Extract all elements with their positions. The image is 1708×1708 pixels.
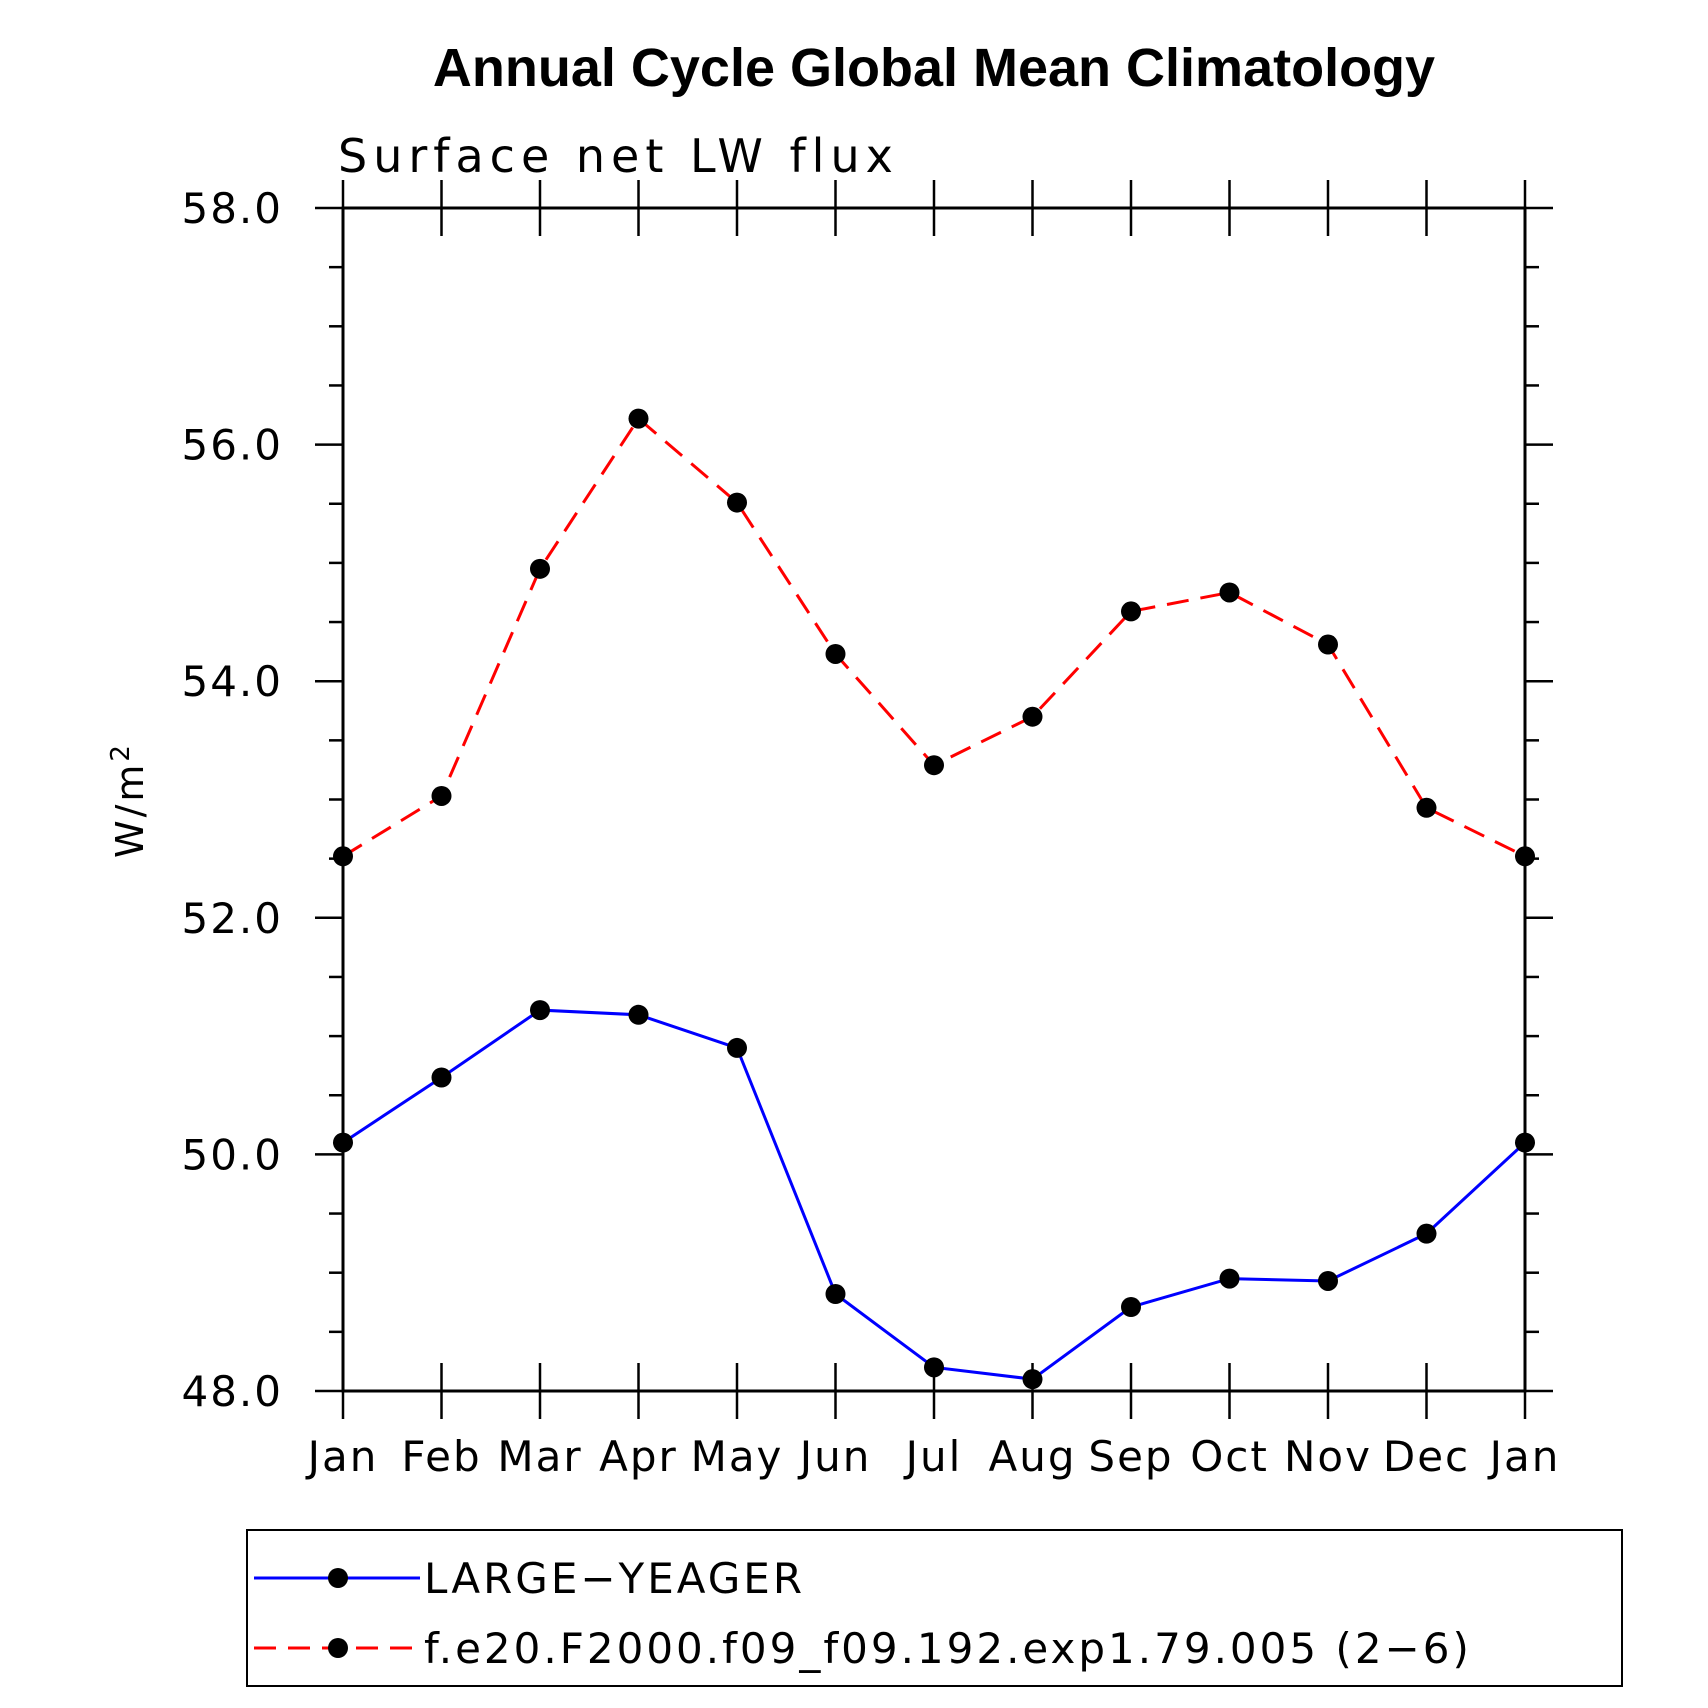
y-tick-label: 50.0	[181, 1130, 283, 1179]
x-tick-label: Jun	[797, 1432, 872, 1481]
legend-marker-1	[328, 1638, 348, 1658]
data-point	[924, 1357, 944, 1378]
data-point	[1416, 1223, 1437, 1244]
legend-marker-0	[328, 1568, 348, 1588]
chart-subtitle: Surface net LW flux	[338, 129, 899, 183]
x-tick-label: Oct	[1190, 1432, 1269, 1481]
y-tick-label: 54.0	[181, 657, 283, 706]
data-point	[1515, 1132, 1535, 1153]
y-tick-label: 48.0	[181, 1367, 283, 1416]
data-point	[1318, 634, 1338, 655]
data-point	[1121, 1297, 1141, 1318]
data-point	[924, 755, 944, 776]
data-point	[1416, 797, 1437, 818]
x-tick-label: Jan	[1487, 1432, 1561, 1481]
data-point	[825, 1283, 846, 1304]
x-tick-label: Nov	[1284, 1432, 1372, 1481]
series-line	[342, 416, 1526, 858]
legend-label-0: LARGE−YEAGER	[424, 1554, 805, 1603]
data-point	[1318, 1270, 1338, 1291]
series-0	[333, 1000, 1535, 1390]
x-tick-label: Feb	[401, 1432, 481, 1481]
x-tick-label: Mar	[497, 1432, 582, 1481]
data-point	[1022, 706, 1043, 727]
x-tick-label: Apr	[599, 1432, 678, 1481]
data-point	[333, 1132, 353, 1153]
data-point	[530, 1000, 550, 1021]
series-layer	[333, 408, 1535, 1390]
axes: 48.0 50.0 52.0 54.0 56.0 58.0 Jan Feb Mar Apr May J…	[181, 180, 1561, 1481]
x-tick-label: Aug	[988, 1432, 1076, 1481]
data-point	[530, 558, 550, 579]
data-point	[1121, 601, 1141, 622]
x-tick-label: Dec	[1383, 1432, 1470, 1481]
x-tick-label: May	[691, 1432, 784, 1481]
y-axis-label-text: W/m	[108, 762, 152, 858]
data-point	[825, 643, 846, 664]
data-point	[431, 785, 452, 806]
data-point	[333, 846, 353, 867]
data-point	[1515, 846, 1535, 867]
legend: LARGE−YEAGER f.e20.F2000.f09_f09.192.exp1…	[246, 1529, 1623, 1687]
x-tick-label: Sep	[1088, 1432, 1173, 1481]
series-1	[333, 408, 1535, 867]
data-point	[727, 1037, 747, 1058]
data-point	[727, 492, 747, 513]
x-tick-label: Jan	[305, 1432, 379, 1481]
y-axis-label-superscript: 2	[106, 742, 136, 762]
plot-frame	[341, 206, 1527, 1393]
data-point	[1022, 1369, 1043, 1390]
data-point	[628, 1004, 649, 1025]
y-tick-label: 56.0	[181, 421, 283, 470]
y-axis-label: W/m2	[106, 742, 152, 858]
data-point	[431, 1067, 452, 1088]
y-tick-label: 58.0	[181, 184, 283, 233]
data-point	[1219, 582, 1240, 603]
legend-label-1: f.e20.F2000.f09_f09.192.exp1.79.005 (2−6…	[424, 1624, 1472, 1673]
chart-title: Annual Cycle Global Mean Climatology	[433, 38, 1435, 98]
data-point	[628, 408, 649, 429]
x-tick-label: Jul	[903, 1432, 963, 1481]
y-tick-label: 52.0	[181, 894, 283, 943]
series-line	[342, 1008, 1527, 1381]
legend-box	[246, 1529, 1623, 1687]
data-point	[1219, 1268, 1240, 1289]
